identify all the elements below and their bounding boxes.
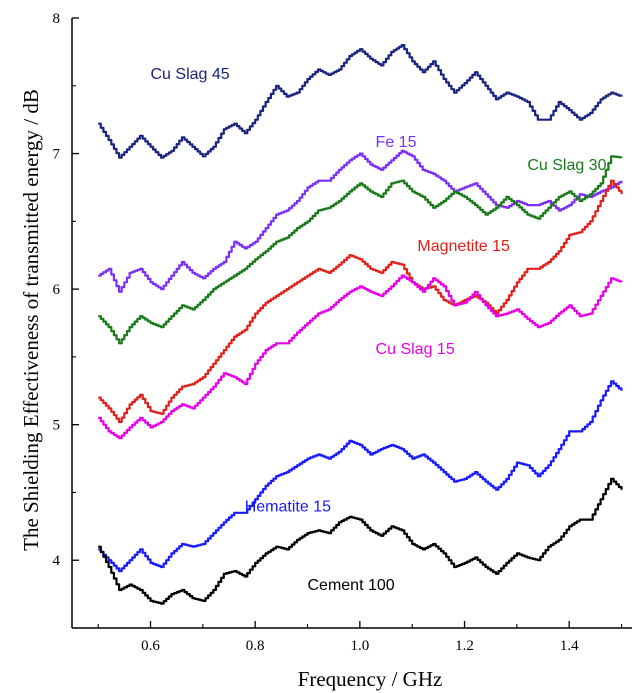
series-label: Fe 15 (376, 134, 417, 151)
series-label: Magnetite 15 (417, 238, 510, 255)
x-tick-label: 1.4 (560, 638, 579, 654)
x-tick-label: 0.6 (141, 638, 160, 654)
series-line-hematite-15 (98, 380, 623, 573)
series-line-cu-slag-45 (98, 44, 623, 159)
y-tick-label: 8 (53, 11, 61, 27)
series-line-fe-15 (98, 149, 623, 293)
series-labels: Cu Slag 45 Fe 15 Cu Slag 30 Magnetite 15 Cu … (151, 66, 607, 594)
series-label: Cu Slag 15 (376, 341, 455, 358)
x-tick-label: 1.0 (350, 638, 369, 654)
y-tick-label: 4 (53, 553, 61, 569)
y-tick-label: 7 (53, 147, 61, 163)
series-line-cu-slag-15 (98, 274, 623, 440)
y-axis-title: The Shielding Effectiveness of transmitt… (19, 89, 43, 551)
series-line-magnetite-15 (98, 179, 623, 424)
y-tick-label: 6 (53, 282, 61, 298)
series-label: Cu Slag 45 (151, 66, 230, 83)
series-line-cu-slag-30 (98, 155, 623, 345)
series-line-cement-100 (98, 477, 623, 605)
axes: 0.6 0.8 1.0 1.2 1.4 4 5 6 7 8 (53, 11, 632, 654)
x-axis-title: Frequency / GHz (298, 667, 443, 691)
series-label: Cement 100 (308, 577, 395, 594)
x-tick-label: 0.8 (246, 638, 265, 654)
x-tick-label: 1.2 (455, 638, 474, 654)
plot-area (98, 44, 623, 605)
series-label: Cu Slag 30 (527, 157, 606, 174)
series-label: Hematite 15 (245, 498, 331, 515)
y-tick-label: 5 (53, 418, 61, 434)
